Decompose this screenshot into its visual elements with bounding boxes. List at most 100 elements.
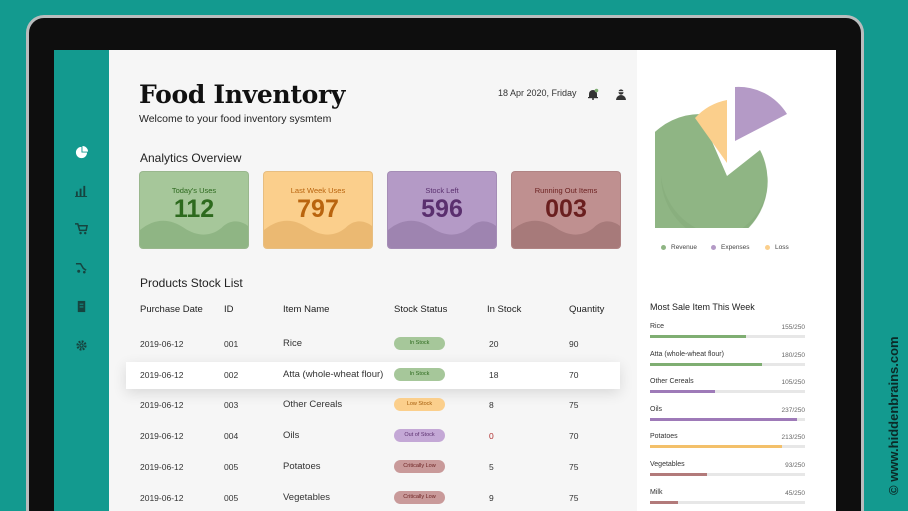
most-sale-progress-track xyxy=(650,362,805,366)
most-sale-progress-track xyxy=(650,417,805,421)
most-sale-item: Vegetables 93/250 xyxy=(650,461,805,477)
cell-date: 2019-06-12 xyxy=(140,339,184,349)
stat-card[interactable]: Stock Left 596 xyxy=(387,171,497,249)
table-row[interactable]: 2019-06-12 002 Atta (whole-wheat flour) In … xyxy=(126,361,620,389)
most-sale-title: Most Sale Item This Week xyxy=(650,302,755,312)
most-sale-item-name: Atta (whole-wheat flour) xyxy=(650,350,724,358)
most-sale-progress-fill xyxy=(650,500,678,504)
cell-id: 004 xyxy=(224,431,239,442)
cell-in-stock: 20 xyxy=(489,339,499,349)
most-sale-progress-fill xyxy=(650,445,782,449)
document-icon[interactable] xyxy=(54,294,109,318)
app-screen: Food Inventory Welcome to your food inve… xyxy=(54,50,836,511)
stat-card-value: 596 xyxy=(421,195,463,223)
cell-id: 003 xyxy=(224,400,239,411)
most-sale-item-name: Potatoes xyxy=(650,433,678,441)
analytics-title: Analytics Overview xyxy=(140,151,242,165)
bar-chart-icon[interactable] xyxy=(54,178,109,202)
col-item-name[interactable]: Item Name xyxy=(283,304,330,315)
legend-loss-label: Loss xyxy=(775,244,789,251)
cart-icon[interactable] xyxy=(54,216,109,240)
status-badge: Critically Low xyxy=(394,459,445,473)
cell-date: 2019-06-12 xyxy=(140,369,184,380)
cell-quantity: 75 xyxy=(569,400,579,411)
most-sale-progress-track xyxy=(650,500,805,504)
most-sale-progress-track xyxy=(650,335,805,338)
table-row[interactable]: 2019-06-12 003 Other Cereals Low Stock 8 75 xyxy=(126,392,620,419)
status-badge: Critically Low xyxy=(394,490,445,504)
status-badge: In Stock xyxy=(394,367,445,381)
most-sale-item: Oils 237/250 xyxy=(650,406,805,422)
stat-card-value: 003 xyxy=(545,195,587,223)
most-sale-item-value: 93/250 xyxy=(785,462,805,469)
card-wave xyxy=(140,220,248,248)
most-sale-item-name: Oils xyxy=(650,405,663,413)
main-panel: Food Inventory Welcome to your food inve… xyxy=(109,50,637,511)
cell-date: 2019-06-12 xyxy=(140,400,184,411)
table-row[interactable]: 2019-06-12 004 Oils Out of Stock 0 70 xyxy=(126,423,620,450)
col-in-stock[interactable]: In Stock xyxy=(487,304,522,315)
cell-name: Other Cereals xyxy=(283,399,343,411)
stat-card-label: Today's Uses xyxy=(171,186,217,195)
most-sale-item-name: Milk xyxy=(650,488,663,496)
stat-card[interactable]: Last Week Uses 797 xyxy=(263,171,373,249)
cell-name: Vegetables xyxy=(283,491,331,503)
most-sale-item: Potatoes 213/250 xyxy=(650,433,805,449)
table-row[interactable]: 2019-06-12 001 Rice In Stock 20 90 xyxy=(126,331,620,358)
most-sale-item-name: Vegetables xyxy=(650,461,685,468)
table-row[interactable]: 2019-06-12 005 Vegetables Critically Low 9 75 xyxy=(126,485,620,511)
pie-slice-revenue xyxy=(655,114,768,228)
gear-icon[interactable] xyxy=(54,333,109,357)
cell-date: 2019-06-12 xyxy=(140,431,184,442)
cell-date: 2019-06-12 xyxy=(140,461,184,472)
most-sale-item-name: Rice xyxy=(650,323,665,330)
stat-card-label: Last Week Uses xyxy=(290,186,346,195)
col-id[interactable]: ID xyxy=(224,304,234,315)
most-sale-item-value: 155/250 xyxy=(781,324,806,331)
cell-id: 005 xyxy=(224,461,239,472)
most-sale-item: Milk 45/250 xyxy=(650,489,805,505)
most-sale-item: Rice 155/250 xyxy=(650,323,805,339)
notification-bell-icon[interactable] xyxy=(587,87,599,100)
cell-in-stock: 0 xyxy=(489,431,494,442)
col-purchase-date[interactable]: Purchase Date xyxy=(140,304,203,315)
cell-name: Rice xyxy=(283,338,303,349)
most-sale-item: Other Cereals 105/250 xyxy=(650,378,805,394)
most-sale-progress-fill xyxy=(650,417,798,421)
pie-chart-icon[interactable] xyxy=(54,140,109,164)
cell-name: Oils xyxy=(283,430,300,442)
most-sale-progress-fill xyxy=(650,473,708,476)
status-badge: Out of Stock xyxy=(394,429,445,443)
cell-quantity: 75 xyxy=(569,492,579,503)
cell-name: Atta (whole-wheat flour) xyxy=(283,368,384,380)
card-wave xyxy=(512,220,620,248)
cell-in-stock: 5 xyxy=(489,461,494,472)
cell-quantity: 70 xyxy=(569,369,579,380)
legend-loss: Loss xyxy=(765,244,789,251)
sidebar xyxy=(54,50,109,511)
cell-id: 001 xyxy=(224,339,239,349)
legend-revenue: Revenue xyxy=(661,244,697,251)
stat-card-label: Running Out Items xyxy=(534,186,598,195)
cell-in-stock: 18 xyxy=(489,369,499,380)
most-sale-progress-track xyxy=(650,390,805,394)
cell-name: Potatoes xyxy=(283,460,321,472)
col-quantity[interactable]: Quantity xyxy=(569,304,605,315)
cell-in-stock: 8 xyxy=(489,400,494,411)
revenue-pie-chart xyxy=(655,86,787,228)
legend-expenses: Expenses xyxy=(711,244,750,251)
most-sale-item-value: 45/250 xyxy=(785,489,805,497)
user-avatar-icon[interactable] xyxy=(615,87,627,100)
right-panel: Revenue Expenses Loss Most Sale Item Thi… xyxy=(637,50,836,511)
most-sale-item-value: 213/250 xyxy=(781,434,806,442)
stat-card[interactable]: Running Out Items 003 xyxy=(511,171,621,249)
col-stock-status[interactable]: Stock Status xyxy=(394,304,448,315)
most-sale-progress-fill xyxy=(650,362,762,366)
table-row[interactable]: 2019-06-12 005 Potatoes Critically Low 5 75 xyxy=(126,454,620,481)
most-sale-progress-fill xyxy=(650,390,716,394)
stat-card[interactable]: Today's Uses 112 xyxy=(139,171,249,249)
cell-quantity: 90 xyxy=(569,339,579,349)
card-wave xyxy=(264,220,372,248)
truck-icon[interactable] xyxy=(54,255,109,279)
cell-date: 2019-06-12 xyxy=(140,492,184,503)
